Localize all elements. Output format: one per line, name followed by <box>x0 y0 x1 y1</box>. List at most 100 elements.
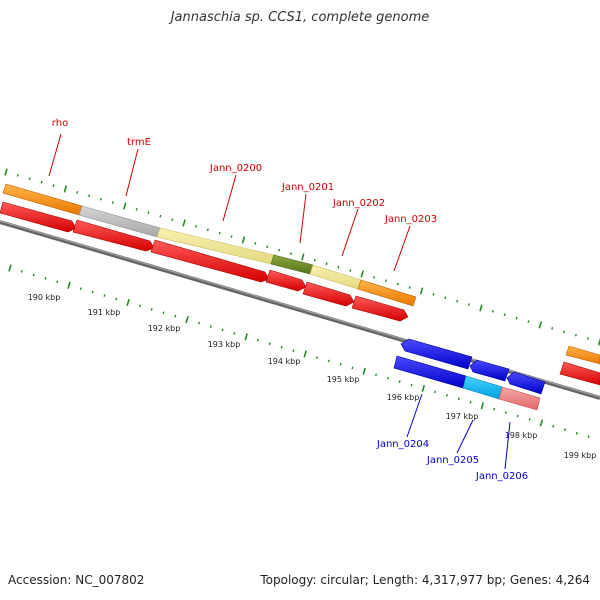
minor-tick <box>551 326 554 330</box>
minor-tick <box>162 311 165 315</box>
scale-label: 197 kbp <box>446 412 479 421</box>
minor-tick <box>516 414 519 418</box>
minor-tick <box>432 292 435 296</box>
minor-tick <box>504 411 507 414</box>
minor-tick <box>79 287 82 291</box>
minor-tick <box>266 245 269 249</box>
minor-tick <box>174 314 177 318</box>
gene-arrow-jann-0205[interactable] <box>462 375 503 400</box>
major-tick <box>479 304 483 312</box>
gene-arrow-reverse-upper-1[interactable] <box>400 338 473 370</box>
minor-tick <box>457 397 460 401</box>
minor-tick <box>327 359 330 363</box>
minor-tick <box>76 190 79 194</box>
gene-arrow-reverse-upper-2[interactable] <box>469 359 510 382</box>
minor-tick <box>40 180 43 184</box>
major-tick <box>480 402 485 410</box>
major-tick <box>362 367 366 375</box>
minor-tick <box>493 407 496 411</box>
minor-tick <box>349 269 352 272</box>
feature-track-upper <box>2 183 600 365</box>
minor-tick <box>135 208 138 211</box>
minor-tick <box>408 286 411 289</box>
minor-tick <box>528 418 531 421</box>
label-trmE[interactable]: trmE <box>127 137 151 148</box>
gene-labels: rho trmE Jann_0200 Jann_0201 Jann_0202 J… <box>52 118 528 482</box>
scale-label: 198 kbp <box>505 431 538 440</box>
major-tick <box>241 236 246 244</box>
minor-tick <box>468 303 471 306</box>
label-jann-0200[interactable]: Jann_0200 <box>209 163 262 174</box>
gene-arrow-jann-0200[interactable] <box>150 239 270 283</box>
label-jann-0205[interactable]: Jann_0205 <box>426 455 479 466</box>
gene-arrow-reverse-upper-3[interactable] <box>506 371 546 395</box>
major-tick <box>421 384 426 393</box>
major-tick <box>8 264 12 272</box>
minor-tick <box>256 338 259 342</box>
minor-tick <box>209 325 212 328</box>
minor-tick <box>444 296 447 300</box>
minor-tick <box>574 333 577 337</box>
minor-tick <box>384 279 387 283</box>
major-tick <box>244 333 248 341</box>
minor-tick <box>575 431 578 435</box>
label-jann-0201[interactable]: Jann_0201 <box>281 182 334 193</box>
leader-trmE <box>125 148 139 197</box>
gene-arrow-jann-0203[interactable] <box>351 295 409 322</box>
leader-jann-0200 <box>222 174 237 222</box>
minor-tick <box>325 262 328 266</box>
label-jann-0204[interactable]: Jann_0204 <box>376 439 429 450</box>
minor-tick <box>159 214 162 218</box>
label-jann-0202[interactable]: Jann_0202 <box>332 198 385 209</box>
minor-tick <box>233 332 236 335</box>
minor-tick <box>434 390 437 394</box>
minor-tick <box>396 282 399 286</box>
minor-tick <box>138 304 141 308</box>
minor-tick <box>230 235 233 238</box>
minor-tick <box>586 337 589 340</box>
major-tick <box>538 321 543 329</box>
minor-tick <box>552 425 555 428</box>
minor-tick <box>280 345 283 349</box>
gene-arrow-jann-0202[interactable] <box>302 281 355 307</box>
genome-summary: Topology: circular; Length: 4,317,977 bp… <box>260 573 590 587</box>
minor-tick <box>218 231 221 235</box>
minor-tick <box>171 218 174 221</box>
scale-label: 193 kbp <box>208 340 241 349</box>
label-jann-0206[interactable]: Jann_0206 <box>475 471 528 482</box>
scale-label: 199 kbp <box>564 451 597 460</box>
gene-arrow-jann-0206[interactable] <box>498 386 541 411</box>
minor-tick <box>28 177 31 181</box>
gene-arrow-jann-0201[interactable] <box>265 269 307 292</box>
label-jann-0203[interactable]: Jann_0203 <box>384 214 437 225</box>
minor-tick <box>339 362 342 366</box>
gene-arrow-trmE[interactable] <box>72 219 155 252</box>
minor-tick <box>564 428 566 432</box>
minor-tick <box>197 321 200 325</box>
scale-label: 191 kbp <box>88 308 121 317</box>
minor-tick <box>351 366 354 370</box>
minor-tick <box>147 211 150 215</box>
label-rho[interactable]: rho <box>52 118 68 129</box>
minor-tick <box>398 380 401 383</box>
minor-tick <box>469 400 472 404</box>
minor-tick <box>91 290 94 294</box>
minor-tick <box>100 197 102 201</box>
scale-label: 195 kbp <box>327 375 360 384</box>
gene-arrow-rho[interactable] <box>0 201 77 233</box>
minor-tick <box>515 316 518 320</box>
minor-tick <box>289 252 292 255</box>
gene-arrow-right-edge[interactable] <box>559 361 600 386</box>
feature-olive <box>270 254 314 275</box>
leader-jann-0202 <box>341 208 359 257</box>
feature-orange-mid <box>357 279 417 307</box>
feature-orange-right <box>565 345 600 365</box>
major-tick <box>123 202 127 210</box>
scale-label: 192 kbp <box>148 324 181 333</box>
minor-tick <box>445 394 448 397</box>
major-tick <box>360 270 364 278</box>
minor-tick <box>20 270 23 273</box>
minor-tick <box>316 356 319 359</box>
minor-tick <box>268 342 271 346</box>
